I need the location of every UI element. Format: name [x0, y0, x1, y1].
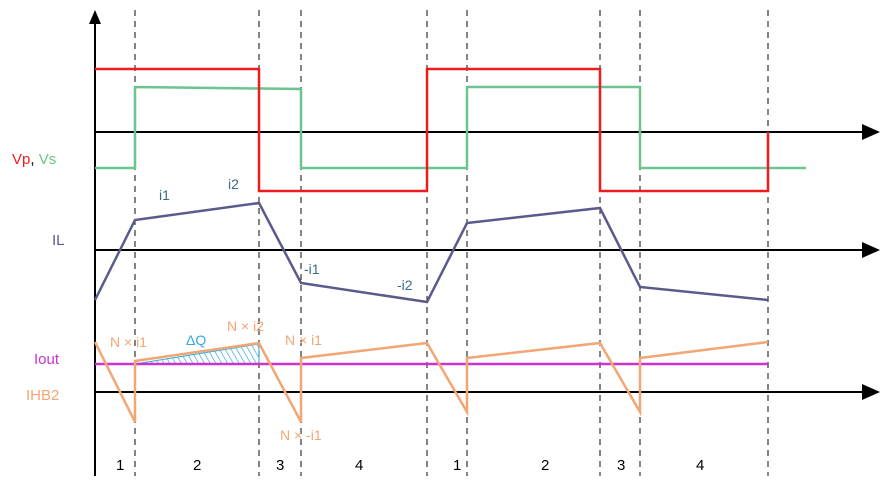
vs-waveform [95, 85, 806, 170]
interval-dividers [134, 10, 769, 476]
label-comma: , [30, 151, 38, 168]
y-axis-arrow [89, 10, 101, 24]
n-i2-annotation: N × i2 [227, 318, 264, 334]
n-i1-annotation-b: N × i1 [285, 332, 322, 348]
il-waveform [93, 201, 769, 304]
il-label: IL [52, 232, 65, 249]
vs-label: Vs [39, 151, 57, 168]
interval-label-5: 1 [453, 457, 461, 474]
n-i1-annotation-a: N × i1 [110, 334, 147, 350]
ihb2-waveform [93, 340, 769, 423]
neg-i1-annotation: -i1 [304, 261, 320, 277]
interval-label-3: 3 [276, 457, 284, 474]
interval-label-8: 4 [696, 457, 704, 474]
interval-label-7: 3 [617, 457, 625, 474]
ihb2-label: IHB2 [26, 387, 59, 404]
interval-label-6: 2 [541, 457, 549, 474]
vp-vs-label: Vp, Vs [12, 151, 56, 168]
i2-annotation: i2 [228, 176, 239, 192]
delta-q-annotation: ΔQ [186, 332, 206, 348]
iout-label: Iout [34, 351, 60, 368]
i1-annotation: i1 [159, 187, 170, 203]
n-neg-i1-annotation: N × -i1 [280, 427, 322, 443]
interval-label-4: 4 [355, 457, 363, 474]
interval-label-2: 2 [193, 457, 201, 474]
interval-label-1: 1 [116, 457, 124, 474]
neg-i2-annotation: -i2 [397, 277, 413, 293]
vp-waveform [95, 67, 770, 193]
vp-label: Vp [12, 151, 30, 168]
